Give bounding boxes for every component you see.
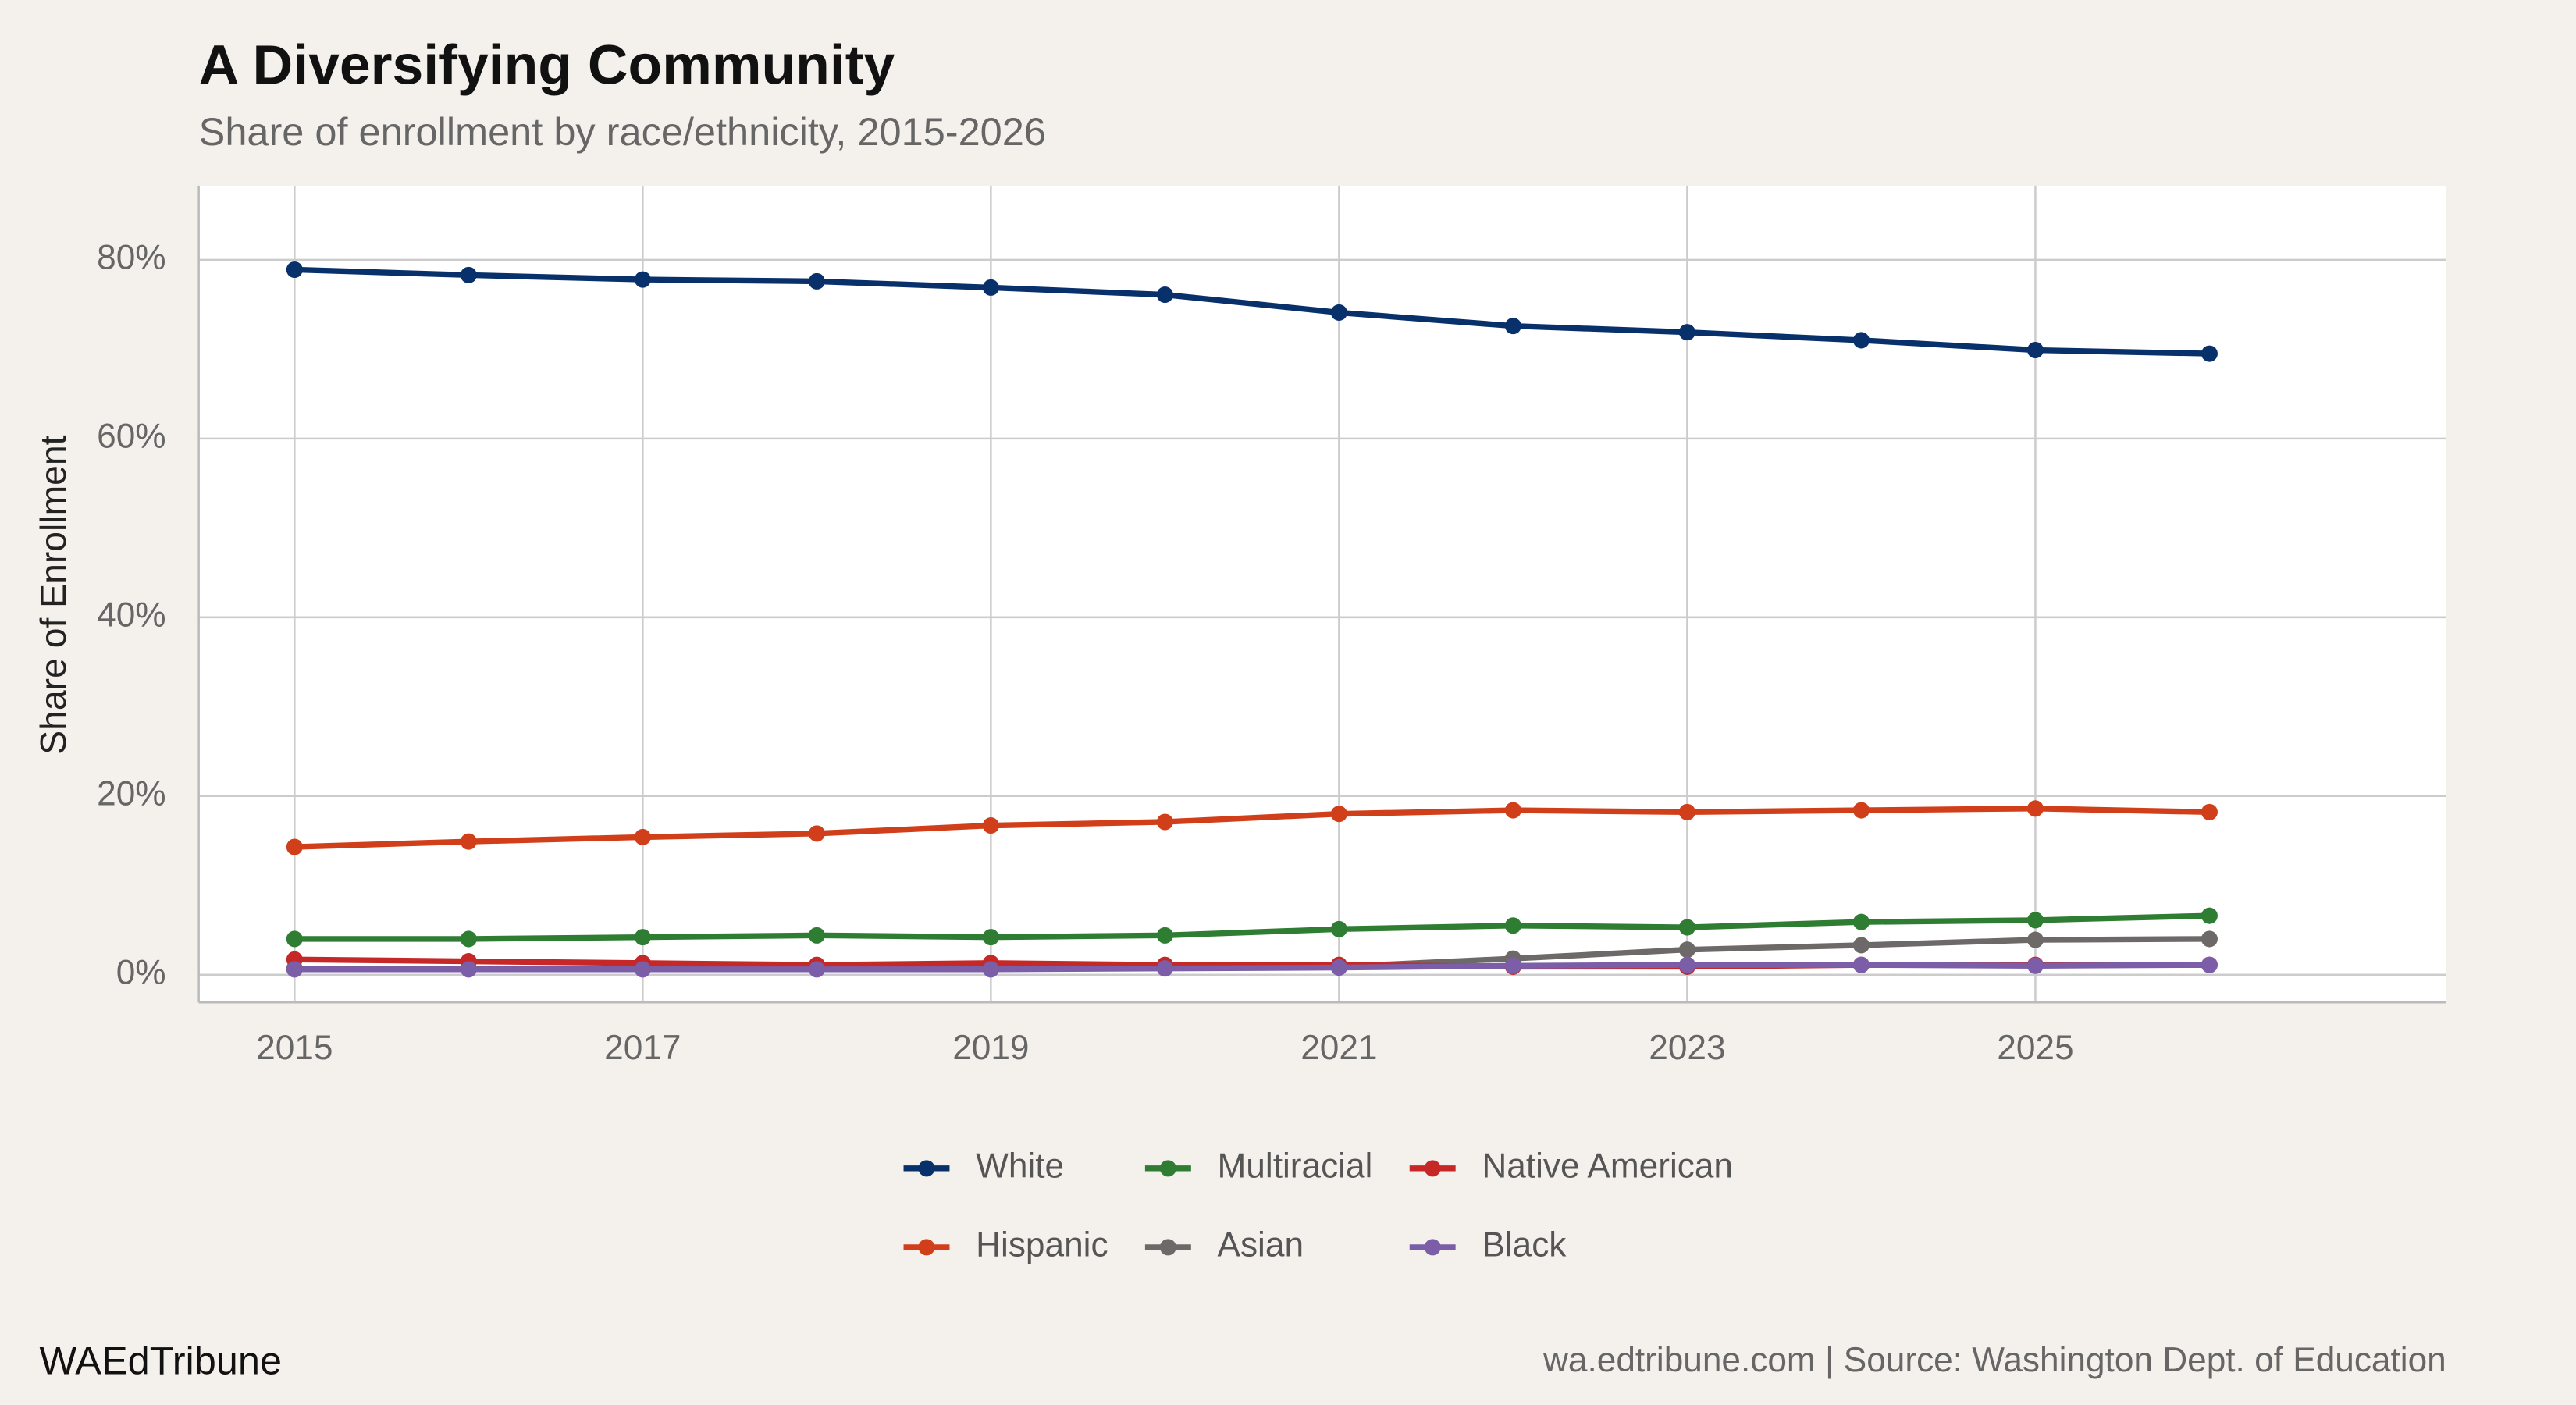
y-tick-label: 20% [97, 774, 165, 813]
grid [198, 185, 2446, 1003]
data-point [1156, 927, 1173, 944]
data-point [2201, 930, 2218, 948]
data-point [1156, 960, 1173, 977]
data-point [1330, 959, 1347, 976]
data-point [1330, 304, 1347, 321]
legend-swatch [1159, 1239, 1176, 1256]
y-tick-label: 0% [116, 953, 166, 991]
x-tick-label: 2017 [604, 1029, 681, 1067]
data-point [286, 961, 303, 978]
data-point [1156, 813, 1173, 831]
data-point [1852, 332, 1870, 349]
data-point [1852, 956, 1870, 973]
data-point [460, 930, 477, 948]
data-point [808, 961, 825, 978]
legend-label: Multiracial [1218, 1147, 1373, 1186]
data-point [1852, 913, 1870, 930]
data-point [634, 961, 651, 978]
data-point [1156, 286, 1173, 304]
legend-swatch [918, 1160, 935, 1177]
legend-label: White [976, 1147, 1064, 1186]
data-point [982, 817, 999, 834]
y-tick-label: 60% [97, 418, 165, 456]
legend-label: Asian [1218, 1226, 1304, 1264]
x-tick-label: 2015 [256, 1029, 333, 1067]
chart-subtitle: Share of enrollment by race/ethnicity, 2… [199, 109, 1046, 154]
data-point [1678, 919, 1695, 936]
data-point [808, 927, 825, 944]
data-point [2201, 956, 2218, 973]
x-tick-label: 2023 [1649, 1029, 1725, 1067]
legend-swatch [1159, 1160, 1176, 1177]
data-point [1852, 802, 1870, 819]
data-point [286, 261, 303, 279]
data-point [982, 279, 999, 296]
source: wa.edtribune.com | Source: Washington De… [1542, 1341, 2446, 1379]
data-point [2026, 342, 2044, 359]
data-point [1678, 956, 1695, 973]
y-axis-label: Share of Enrollment [33, 435, 73, 754]
data-point [634, 271, 651, 288]
data-point [2201, 345, 2218, 362]
data-point [1852, 937, 1870, 954]
chart-title: A Diversifying Community [199, 34, 895, 96]
data-point [1330, 920, 1347, 937]
series-line [294, 266, 2210, 357]
data-point [286, 930, 303, 948]
plot-panel [198, 185, 2446, 1003]
x-tick-label: 2025 [1997, 1029, 2073, 1067]
data-point [1678, 803, 1695, 820]
data-point [1504, 318, 1521, 335]
legend-swatch [1424, 1239, 1441, 1256]
data-point [1504, 957, 1521, 974]
series-line [294, 912, 2210, 942]
data-point [1330, 806, 1347, 823]
data-point [1504, 802, 1521, 819]
data-point [2026, 800, 2044, 817]
y-tick-label: 40% [97, 596, 165, 634]
series-line [294, 962, 2210, 973]
data-point [2201, 907, 2218, 924]
data-point [2026, 931, 2044, 948]
legend-swatch [918, 1239, 935, 1256]
data-point [460, 833, 477, 850]
data-point [982, 961, 999, 978]
legend-label: Black [1482, 1226, 1567, 1264]
data-point [1504, 917, 1521, 934]
marks [286, 261, 2218, 978]
data-point [460, 266, 477, 283]
x-tick-label: 2021 [1300, 1029, 1377, 1067]
data-point [982, 929, 999, 946]
data-point [634, 828, 651, 845]
legend-label: Hispanic [976, 1226, 1108, 1264]
data-point [634, 929, 651, 946]
legend-label: Native American [1482, 1147, 1733, 1186]
data-point [2201, 803, 2218, 820]
data-point [2026, 912, 2044, 929]
data-point [1678, 324, 1695, 341]
series-line [294, 806, 2210, 850]
data-point [808, 825, 825, 842]
data-point [460, 961, 477, 978]
data-point [1678, 941, 1695, 959]
x-tick-label: 2019 [952, 1029, 1029, 1067]
y-tick-label: 80% [97, 239, 165, 277]
data-point [808, 272, 825, 290]
brand: WAEdTribune [40, 1339, 283, 1383]
legend-swatch [1424, 1160, 1441, 1177]
data-point [2026, 957, 2044, 974]
data-point [286, 838, 303, 855]
